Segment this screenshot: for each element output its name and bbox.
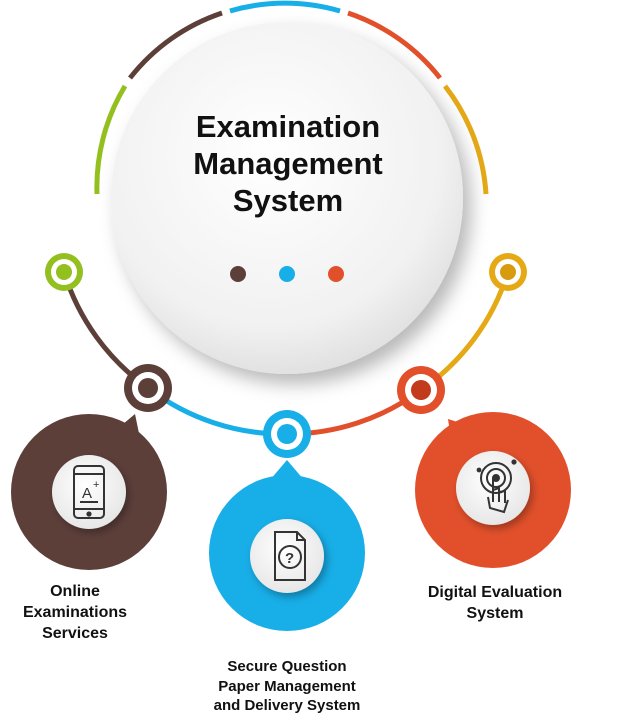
outer-arc-red xyxy=(347,10,442,80)
center-dot-blue xyxy=(279,266,295,282)
ring-blue xyxy=(263,410,311,458)
center-dot-red xyxy=(328,266,344,282)
tablet-grade-icon: A + xyxy=(73,465,105,519)
node-label-online-examinations: Online Examinations Services xyxy=(22,583,128,642)
node-label-digital-evaluation: Digital Evaluation System xyxy=(427,584,563,622)
node-secure-question-paper: ? xyxy=(209,410,365,631)
question-document-icon: ? xyxy=(274,531,306,581)
center-dot-brown xyxy=(230,266,246,282)
ring-brown xyxy=(124,364,172,412)
outer-arc-yellow xyxy=(443,84,489,195)
outer-arc-brown xyxy=(128,10,223,80)
svg-text:?: ? xyxy=(285,550,294,567)
svg-text:A: A xyxy=(82,485,92,502)
center-circle xyxy=(111,22,463,374)
node-blue-pointer xyxy=(270,460,304,480)
endpoint-ring-yellow xyxy=(489,253,527,291)
node-digital-evaluation xyxy=(397,366,571,568)
node-label-secure-question-paper: Secure Question Paper Management and Del… xyxy=(213,658,361,714)
node-online-examinations: A + xyxy=(11,364,172,570)
touch-target-icon xyxy=(476,459,517,514)
node-brown-inner xyxy=(52,455,126,529)
endpoint-ring-lime xyxy=(45,253,83,291)
svg-text:+: + xyxy=(93,479,99,491)
outer-arc-lime xyxy=(94,84,128,195)
outer-arc-blue xyxy=(229,0,341,14)
ring-red xyxy=(397,366,445,414)
diagram-title: Examination Management System xyxy=(193,109,383,219)
